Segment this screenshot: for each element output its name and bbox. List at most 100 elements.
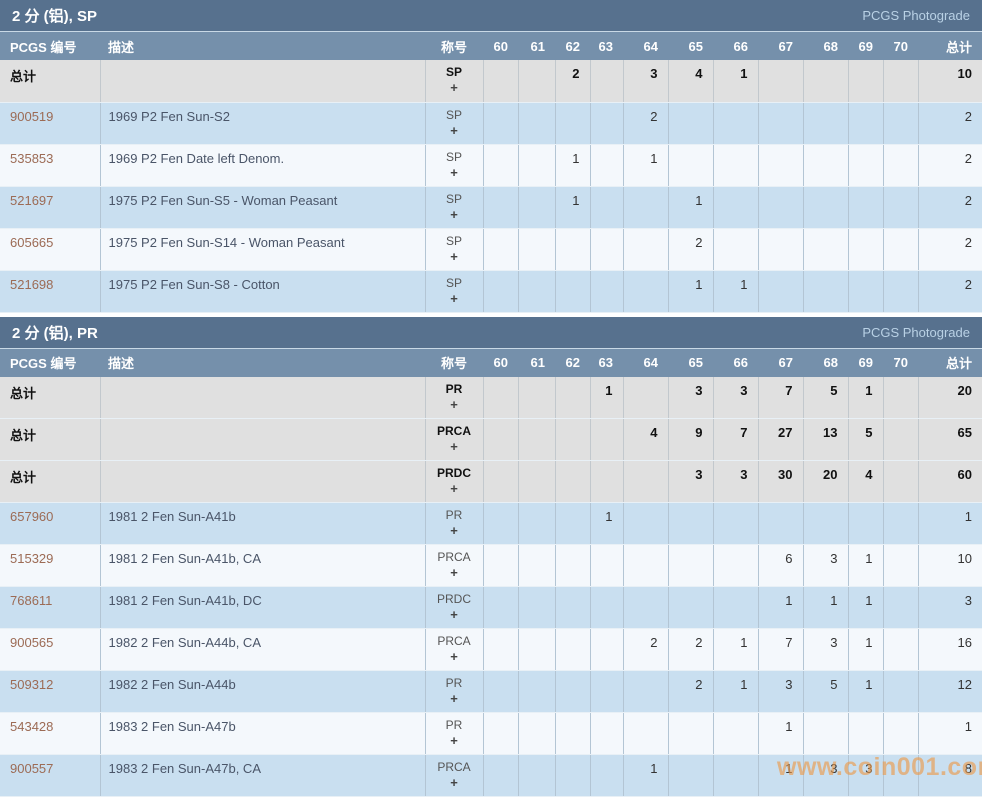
grade-69-count-cell [848, 60, 884, 103]
table-section: 2 分 (铝), SP PCGS Photograde PCGS 编号 描述 称号 60 6… [0, 0, 982, 313]
grade-64-count-cell [623, 270, 669, 313]
pcgs-number-link[interactable]: 509312 [10, 677, 54, 692]
grade-60-count-cell [483, 460, 519, 503]
designation-cell: SP + [425, 144, 484, 187]
column-header-total: 总计 [918, 348, 982, 377]
grade-65-count-cell [668, 586, 714, 629]
grade-61-count-cell [518, 418, 556, 461]
description-cell [100, 60, 426, 103]
pcgs-number-link[interactable]: 535853 [10, 150, 54, 166]
designation-cell: SP + [425, 270, 484, 313]
pcgs-number-link[interactable]: 521697 [10, 192, 54, 208]
designation-cell: PRCA + [425, 544, 484, 587]
grade-69-count-cell [848, 186, 884, 229]
grade-62-count-cell [555, 102, 591, 145]
designation-cell: SP + [425, 186, 484, 229]
grade-70-count-cell [883, 186, 919, 229]
pcgs-number-link[interactable]: 900519 [10, 108, 54, 124]
section-title: 2 分 (铝), PR [12, 324, 98, 342]
grade-62-count-cell [555, 754, 591, 797]
pcgs-number-cell: 总计 [0, 460, 101, 503]
total-count-cell: 2 [918, 186, 982, 229]
grade-62-count-cell [555, 670, 591, 713]
grade-64-count-cell [623, 586, 669, 629]
grade-61-count-cell [518, 586, 556, 629]
grade-62-count-cell [555, 460, 591, 503]
pcgs-number-link[interactable]: 605665 [10, 234, 54, 250]
column-header-grade-68: 68 [803, 32, 848, 60]
grade-69-count-cell: 1 [848, 670, 884, 713]
pcgs-number-link[interactable]: 515329 [10, 551, 54, 566]
grade-64-count-cell [623, 460, 669, 503]
column-header-grade-62: 62 [555, 32, 590, 60]
grade-67-count-cell: 1 [758, 754, 804, 797]
pcgs-number-link[interactable]: 900557 [10, 761, 54, 776]
grade-64-count-cell: 2 [623, 102, 669, 145]
grade-62-count-cell [555, 544, 591, 587]
pcgs-number-link[interactable]: 521698 [10, 276, 54, 292]
total-count-cell: 16 [918, 628, 982, 671]
photograde-link[interactable]: PCGS Photograde [862, 324, 970, 340]
pcgs-number-link[interactable]: 657960 [10, 509, 54, 524]
table-section: 2 分 (铝), PR PCGS Photograde PCGS 编号 描述 称号 60 6… [0, 316, 982, 797]
designation-cell: PR + [425, 502, 484, 545]
grade-70-count-cell [883, 144, 919, 187]
designation-cell: PR + [425, 712, 484, 755]
plus-designation-label: + [450, 439, 458, 454]
grade-62-count-cell [555, 502, 591, 545]
designation-cell: SP + [425, 228, 484, 271]
pcgs-number-cell: 总计 [0, 376, 101, 419]
grade-66-count-cell: 3 [713, 460, 759, 503]
plus-designation-label: + [450, 775, 458, 790]
plus-designation-label: + [450, 248, 458, 264]
designation-label: SP [445, 149, 462, 164]
section-header: 2 分 (铝), SP PCGS Photograde [0, 0, 982, 32]
designation-label: SP [445, 275, 462, 290]
total-label: 总计 [10, 470, 37, 485]
grade-62-count-cell: 2 [555, 60, 591, 103]
grade-68-count-cell: 3 [803, 544, 849, 587]
grade-62-count-cell [555, 586, 591, 629]
section-header: 2 分 (铝), PR PCGS Photograde [0, 316, 982, 349]
grade-64-count-cell: 1 [623, 754, 669, 797]
grade-61-count-cell [518, 376, 556, 419]
grade-65-count-cell: 1 [668, 270, 714, 313]
grade-66-count-cell [713, 102, 759, 145]
grade-66-count-cell: 3 [713, 376, 759, 419]
column-header-grade-64: 64 [623, 348, 668, 377]
plus-designation-label: + [450, 290, 458, 306]
grade-69-count-cell [848, 712, 884, 755]
grade-60-count-cell [483, 628, 519, 671]
total-count-cell: 10 [918, 544, 982, 587]
grade-67-count-cell: 27 [758, 418, 804, 461]
grade-64-count-cell [623, 712, 669, 755]
pcgs-number-link[interactable]: 900565 [10, 635, 54, 650]
grade-60-count-cell [483, 186, 519, 229]
pcgs-number-link[interactable]: 768611 [10, 593, 53, 608]
grade-70-count-cell [883, 460, 919, 503]
grade-68-count-cell: 1 [803, 586, 849, 629]
grade-67-count-cell [758, 502, 804, 545]
pcgs-number-cell: 543428 [0, 712, 101, 755]
description-cell [100, 376, 426, 419]
photograde-link[interactable]: PCGS Photograde [862, 8, 970, 23]
grade-67-count-cell [758, 228, 804, 271]
grade-66-count-cell [713, 754, 759, 797]
pcgs-number-cell: 521697 [0, 186, 101, 229]
grade-62-count-cell [555, 628, 591, 671]
total-row: 总计 PRDC +3 3 30 20 4 60 [0, 460, 982, 503]
table-row: 509312 1982 2 Fen Sun-A44b PR +2 1 3 5 1 12 [0, 670, 982, 713]
grade-62-count-cell [555, 712, 591, 755]
grade-63-count-cell [590, 670, 624, 713]
grade-70-count-cell [883, 60, 919, 103]
pcgs-number-link[interactable]: 543428 [10, 719, 54, 734]
grade-64-count-cell [623, 670, 669, 713]
pcgs-number-cell: 总计 [0, 418, 101, 461]
grade-68-count-cell [803, 186, 849, 229]
table-row: 900565 1982 2 Fen Sun-A44b, CA PRCA +2 2 1 7 3 1… [0, 628, 982, 671]
grade-60-count-cell [483, 418, 519, 461]
grade-67-count-cell: 7 [758, 376, 804, 419]
column-header-grade-61: 61 [518, 348, 555, 377]
grade-64-count-cell: 1 [623, 144, 669, 187]
